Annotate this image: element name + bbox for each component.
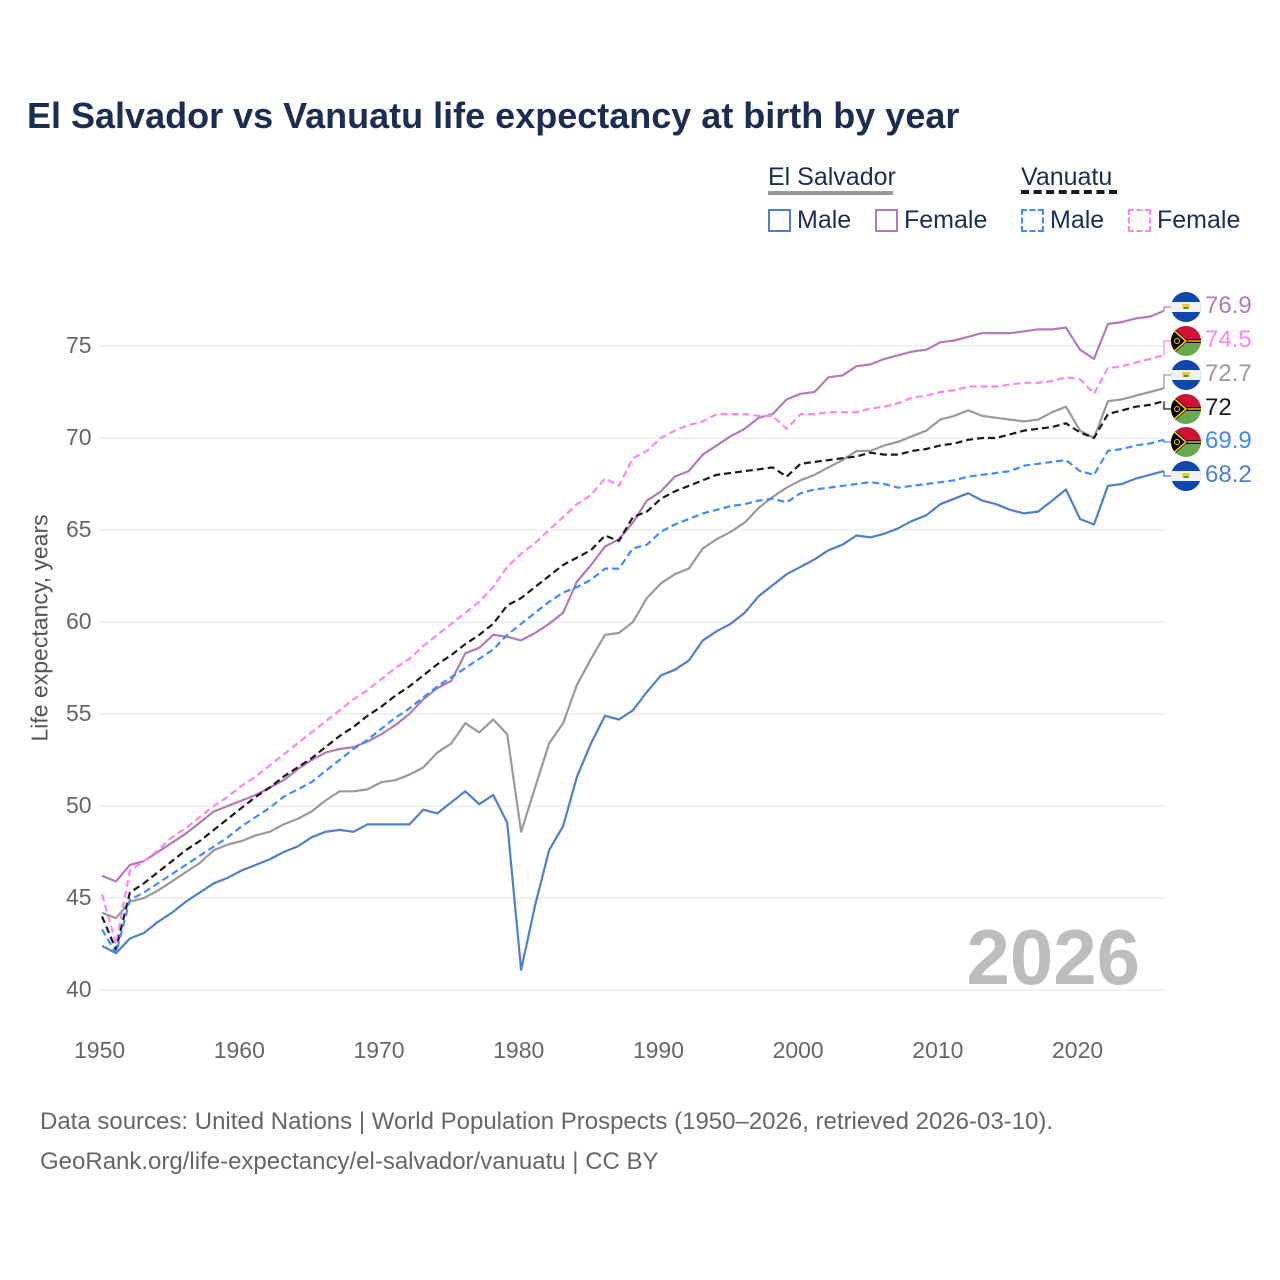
flag-emblem-green (1183, 476, 1189, 478)
y-tick-label: 50 (66, 792, 92, 818)
el-salvador-flag-icon (1171, 292, 1201, 322)
series-line-vu_male (101, 438, 1165, 955)
vanuatu-flag-icon (1171, 427, 1201, 457)
label-connector (1163, 340, 1172, 356)
vanuatu-flag-icon (1171, 326, 1201, 356)
legend-group-el-salvador[interactable]: El Salvador (768, 163, 896, 191)
flag-body (1171, 292, 1201, 322)
y-tick-label: 70 (66, 424, 92, 450)
source-line-1: Data sources: United Nations | World Pop… (40, 1108, 1054, 1135)
end-label-vu_total: 72 (1205, 394, 1232, 421)
series-line-es_male (101, 470, 1165, 971)
end-label-vu_female: 74.5 (1205, 326, 1252, 353)
flag-body (1171, 427, 1201, 457)
series-line-vu_female (100, 354, 1165, 946)
legend-group-vanuatu[interactable]: Vanuatu (1021, 163, 1113, 191)
end-label-es_total: 72.7 (1205, 360, 1252, 387)
y-tick-label: 55 (66, 700, 92, 726)
x-tick-label: 1980 (493, 1037, 545, 1063)
label-connector (1163, 471, 1172, 477)
series-line-vu_total (100, 400, 1165, 951)
flag-yellow-chevron (1171, 428, 1188, 456)
flag-emblem (1174, 338, 1180, 344)
vanuatu-flag-icon (1171, 394, 1201, 424)
x-tick-label: 1950 (74, 1037, 126, 1063)
end-label-es_female: 76.9 (1205, 292, 1252, 319)
source-line-2: GeoRank.org/life-expectancy/el-salvador/… (40, 1148, 659, 1175)
legend-swatch (1021, 209, 1044, 232)
y-tick-label: 45 (66, 884, 92, 910)
flag-emblem-green (1183, 375, 1189, 377)
flag-yellow-chevron (1171, 395, 1188, 423)
legend-item-vanuatu-female[interactable]: Female (1128, 206, 1240, 235)
flag-body (1171, 326, 1201, 356)
legend-label: Female (1157, 206, 1241, 234)
x-tick-label: 1970 (353, 1037, 405, 1063)
flag-body (1171, 360, 1201, 390)
flag-emblem (1174, 439, 1180, 445)
y-tick-label: 60 (66, 608, 92, 634)
legend-swatch (1128, 209, 1151, 232)
label-connector (1163, 439, 1172, 443)
chart-title: El Salvador vs Vanuatu life expectancy a… (27, 95, 960, 136)
x-tick-label: 2000 (772, 1037, 824, 1063)
x-tick-label: 2020 (1052, 1037, 1104, 1063)
el-salvador-flag-icon (1171, 461, 1201, 491)
legend-item-vanuatu-male[interactable]: Male (1021, 206, 1104, 235)
x-tick-label: 1960 (213, 1037, 265, 1063)
legend-vanuatu-line (1021, 190, 1117, 194)
y-tick-label: 40 (66, 976, 92, 1002)
legend-item-el-salvador-female[interactable]: Female (875, 206, 987, 235)
end-label-es_male: 68.2 (1205, 461, 1252, 488)
y-tick-label: 75 (66, 332, 92, 358)
end-label-vu_male: 69.9 (1205, 427, 1252, 454)
x-tick-label: 2010 (912, 1037, 964, 1063)
legend-item-el-salvador-male[interactable]: Male (768, 206, 851, 235)
year-watermark: 2026 (966, 913, 1140, 1001)
legend-label: Female (904, 206, 988, 234)
legend-label: Male (797, 206, 852, 234)
label-connector (1163, 374, 1172, 389)
y-tick-label: 65 (66, 516, 92, 542)
flag-emblem (1174, 406, 1180, 412)
flag-body (1171, 394, 1201, 424)
series-line-es_total (101, 387, 1165, 920)
series-line-es_female (101, 309, 1165, 883)
legend-swatch (768, 209, 791, 232)
legend-el-salvador-line (768, 191, 893, 195)
label-connector (1163, 401, 1172, 410)
legend-label: Male (1050, 206, 1105, 234)
el-salvador-flag-icon (1171, 360, 1201, 390)
flag-yellow-chevron (1171, 327, 1188, 355)
flag-body (1171, 461, 1201, 491)
x-tick-label: 1990 (632, 1037, 685, 1063)
flag-emblem-green (1183, 307, 1189, 309)
label-connector (1163, 306, 1172, 312)
legend-swatch (875, 209, 898, 232)
